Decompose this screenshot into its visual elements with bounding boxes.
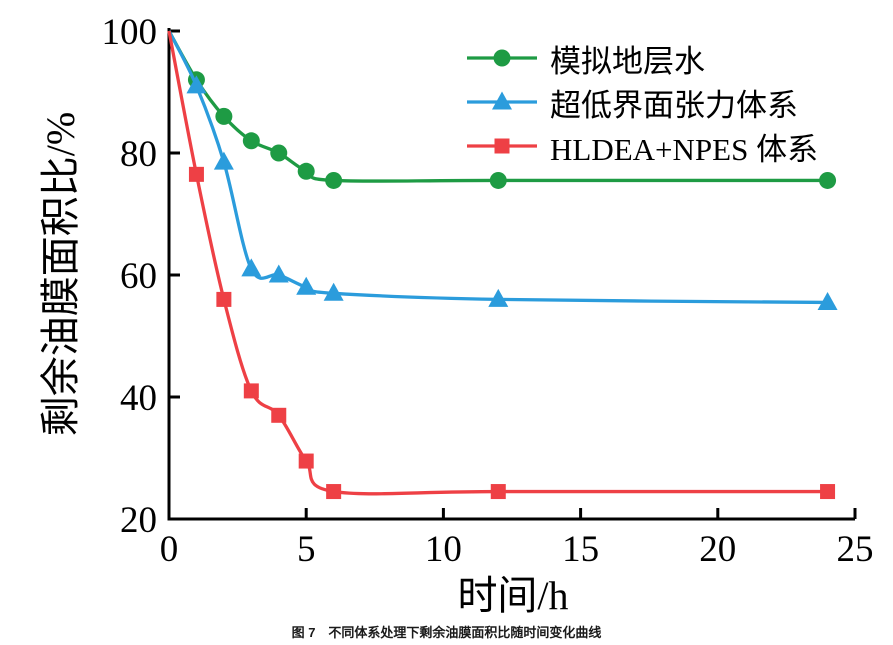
x-tick-label: 15 (562, 529, 599, 570)
series-0-circle-marker (297, 162, 315, 180)
series-0-circle-marker (270, 144, 288, 162)
legend-item-0: 模拟地层水 (466, 36, 818, 80)
x-axis-title: 时间/h (457, 573, 569, 618)
series-0-circle-marker (215, 107, 233, 125)
y-tick-label: 100 (102, 12, 158, 53)
x-tick-label: 5 (297, 529, 316, 570)
y-tick-label: 60 (120, 256, 157, 297)
series-2-square-marker (271, 407, 287, 423)
legend-item-1: 超低界面张力体系 (466, 80, 818, 124)
legend-circle-marker-icon (467, 49, 537, 67)
legend: 模拟地层水超低界面张力体系 HLDEA+NPES 体系 (466, 36, 818, 168)
series-0-circle-marker (819, 171, 837, 189)
series-1-triangle-marker (186, 75, 207, 94)
series-1-triangle-marker (488, 288, 509, 307)
legend-square-marker-icon (467, 138, 537, 154)
series-2-square-marker (490, 484, 506, 500)
series-1-triangle-marker (213, 151, 234, 170)
series-2-square-marker (298, 453, 314, 469)
x-tick-label: 25 (837, 529, 874, 570)
series-2-square-marker (243, 383, 259, 399)
legend-triangle-marker-icon (467, 91, 537, 110)
legend-label: 模拟地层水 (550, 43, 705, 79)
legend-item-2: HLDEA+NPES 体系 (466, 124, 818, 168)
series-2-square-marker (326, 484, 342, 500)
series-2-square-marker (188, 166, 204, 182)
x-tick-label: 0 (160, 529, 179, 570)
series-2-square-marker (216, 291, 232, 307)
y-tick-label: 80 (120, 134, 157, 175)
figure-caption: 图 7 不同体系处理下剩余油膜面积比随时间变化曲线 (291, 625, 602, 640)
series-2-line (167, 30, 828, 496)
y-tick-label: 20 (120, 500, 157, 541)
series-1-line (167, 30, 828, 305)
series-1-triangle-marker (817, 291, 838, 310)
y-axis-title: 剩余油膜面积比/% (38, 111, 83, 437)
series-1-triangle-marker (268, 264, 289, 283)
legend-label: 超低界面张力体系 (550, 87, 798, 123)
series-0-circle-marker (489, 171, 507, 189)
series-0-circle-marker (325, 171, 343, 189)
series-0-circle-marker (242, 132, 260, 150)
legend-label: HLDEA+NPES 体系 (550, 131, 819, 167)
series-1-triangle-marker (323, 282, 344, 301)
x-tick-label: 20 (699, 529, 736, 570)
series-1-triangle-marker (241, 258, 262, 277)
y-tick-label: 40 (120, 378, 157, 419)
x-tick-label: 10 (425, 529, 462, 570)
series-1-triangle-marker (296, 276, 317, 295)
series-2-square-marker (820, 484, 836, 500)
